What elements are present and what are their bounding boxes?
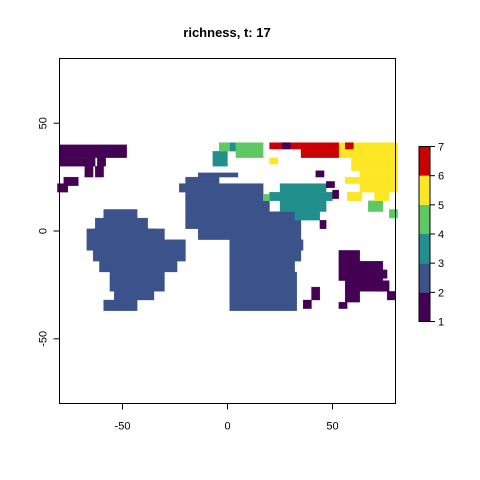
x-tick-label: 0 xyxy=(224,421,230,433)
legend-tick-label: 2 xyxy=(438,287,444,299)
color-legend: 1 2 3 4 5 6 7 xyxy=(419,142,444,329)
x-tick-label: 50 xyxy=(326,421,338,433)
heatmap-cell xyxy=(375,281,390,292)
heatmap-cell xyxy=(368,201,383,212)
heatmap-cell xyxy=(60,145,127,158)
heatmap-cell xyxy=(198,229,301,240)
legend-tick-label: 5 xyxy=(438,200,444,212)
heatmap-cell xyxy=(230,143,236,152)
heatmap-cell xyxy=(230,240,304,251)
heatmap-cell xyxy=(57,184,68,193)
heatmap-cell xyxy=(270,158,278,164)
legend-tick-label: 6 xyxy=(438,171,444,183)
heatmap-cell xyxy=(236,143,263,158)
heatmap-cell xyxy=(186,212,302,229)
x-axis: -50 0 50 xyxy=(115,404,339,433)
chart-title: richness, t: 17 xyxy=(183,25,270,40)
heatmap-cell xyxy=(312,287,320,300)
heatmap-cell xyxy=(186,201,270,212)
heatmap-cell xyxy=(347,192,362,201)
heatmap-cell xyxy=(345,177,360,183)
heatmap-cell xyxy=(316,171,324,177)
heatmap-cell xyxy=(110,261,165,291)
heatmap-cell xyxy=(375,192,390,201)
heatmap-cell xyxy=(263,194,269,200)
heatmap-cell xyxy=(326,181,334,187)
legend-swatch xyxy=(419,292,430,321)
heatmap-cell xyxy=(389,209,397,218)
legend-swatch xyxy=(419,263,430,292)
legend-tick-label: 3 xyxy=(438,258,444,270)
y-axis: -50 0 50 xyxy=(37,117,59,347)
heatmap-cells xyxy=(57,143,397,311)
legend-tick-label: 1 xyxy=(438,317,444,329)
legend-tick-label: 7 xyxy=(438,142,444,154)
heatmap-cell xyxy=(301,143,339,158)
heatmap-cell xyxy=(198,173,238,177)
heatmap-cell xyxy=(339,302,347,308)
heatmap-cell xyxy=(387,291,395,300)
heatmap-cell xyxy=(282,143,290,149)
heatmap-cell xyxy=(85,166,93,177)
legend-swatch xyxy=(419,147,430,176)
heatmap-cell xyxy=(333,190,339,199)
legend-swatch xyxy=(419,176,430,205)
heatmap-cell xyxy=(230,261,295,272)
heatmap-cell xyxy=(360,171,398,193)
heatmap-cell xyxy=(114,291,154,300)
heatmap-cell xyxy=(219,143,230,152)
heatmap-cell xyxy=(186,177,220,183)
heatmap-cell xyxy=(95,218,148,229)
legend-swatch xyxy=(419,234,430,263)
heatmap-cell xyxy=(345,143,353,149)
y-tick-label: -50 xyxy=(37,331,49,347)
heatmap-cell xyxy=(95,166,103,177)
heatmap-cell xyxy=(186,192,264,201)
heatmap-cell xyxy=(60,158,96,167)
legend-tick-label: 4 xyxy=(438,229,444,241)
heatmap-cell xyxy=(320,220,326,229)
legend-swatch xyxy=(419,205,430,234)
heatmap-cell xyxy=(179,184,263,193)
heatmap-cell xyxy=(280,201,326,212)
heatmap-cell xyxy=(104,300,138,311)
heatmap-cell xyxy=(230,291,297,310)
heatmap-cell xyxy=(345,291,360,302)
heatmap-cell xyxy=(280,184,326,193)
x-tick-label: -50 xyxy=(115,421,131,433)
heatmap-cell xyxy=(213,151,228,166)
heatmap-cell xyxy=(230,250,301,261)
heatmap-cell xyxy=(104,209,138,218)
heatmap-cell xyxy=(360,270,387,279)
heatmap-cell xyxy=(295,212,320,221)
heatmap-cell xyxy=(303,300,311,309)
heatmap-cell xyxy=(351,158,397,171)
y-tick-label: 50 xyxy=(37,117,49,129)
heatmap-cell xyxy=(270,192,333,201)
heatmap-cell xyxy=(97,158,105,167)
y-tick-label: 0 xyxy=(37,228,49,234)
heatmap-cell xyxy=(230,272,297,291)
